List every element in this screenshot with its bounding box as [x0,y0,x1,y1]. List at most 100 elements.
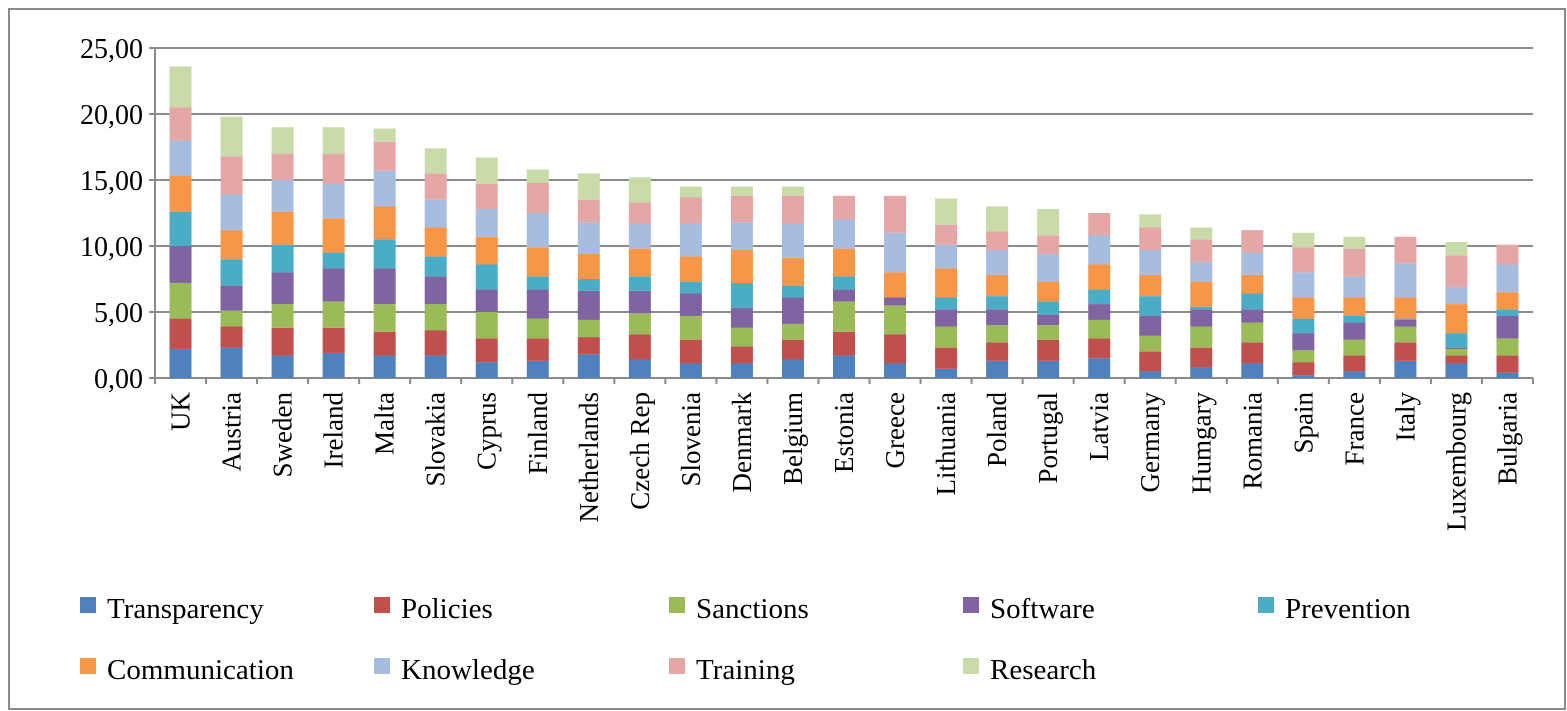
x-tick-label: UK [166,392,196,431]
bar-segment [1139,249,1162,276]
bar-segment [1292,272,1315,298]
bar-segment [424,173,447,200]
bar-segment [730,195,753,223]
bar-segment [833,276,855,290]
bar-segment [1088,304,1111,320]
legend-label: Knowledge [401,654,535,686]
bar-segment [1088,338,1111,359]
bar-segment [628,334,651,360]
legend-swatch [669,658,685,674]
bar-segment [526,169,549,183]
bar-segment [1190,306,1213,310]
legend-label: Transparency [107,593,264,625]
bar-segment [577,354,600,378]
bar-segment [424,256,447,277]
x-tick-label: Slovakia [421,392,451,487]
y-tick-label: 15,00 [80,166,143,197]
bar-segment [373,128,396,142]
bar-segment [833,301,855,332]
bar-segment [935,198,958,225]
x-tick-label: Sweden [268,392,298,478]
bar-segment [1139,351,1162,372]
bar-segment [1037,325,1060,340]
bar-segment [781,359,804,378]
bar-segment [1394,318,1417,320]
bar-segment [577,253,600,279]
bar-segment [1496,292,1519,310]
bar-segment [271,355,294,378]
bar-segment [833,355,855,378]
bar-segment [1394,263,1417,298]
bar-segment [1037,314,1060,326]
bar-segment [169,176,192,212]
x-tick-label: France [1339,392,1369,465]
bar-segment [1037,253,1060,282]
legend-label: Prevention [1285,593,1411,625]
bar-segment [679,186,702,198]
bar-segment [1241,363,1264,378]
legend-label: Policies [401,593,493,625]
y-tick-label: 10,00 [80,232,143,263]
x-tick-label: Greece [880,392,910,468]
legend-label: Communication [107,654,294,686]
bar-segment [1190,239,1213,262]
bar-segment [679,315,702,340]
bar-segment [1139,315,1162,336]
bar-segment [679,223,702,257]
bar-segment [475,236,498,265]
bar-segment [220,310,243,327]
bar-segment [577,199,600,223]
bar-segment [1088,235,1111,265]
bar-segment [577,279,600,291]
bar-segment [271,244,294,273]
bar-segment [1139,214,1162,228]
bar-segment [322,301,345,328]
x-tick-label: Slovenia [676,392,706,487]
x-tick-label: Czech Rep [625,392,655,510]
bar-segment [628,276,651,291]
bar-segment [884,363,907,378]
bar-segment [1343,322,1366,340]
bar-segment [220,194,243,231]
bar-segment [526,360,549,378]
bar-segment [169,246,192,283]
bar-segment [935,309,958,327]
bar-segment [1190,309,1213,327]
bar-segment [730,186,753,196]
bar-segment [833,331,855,356]
bar-segment [1496,315,1519,339]
bar-segment [884,232,907,273]
bar-segment [679,339,702,364]
bar-segment [424,227,447,257]
bar-segment [271,153,294,180]
bar-segment [935,347,958,369]
bar-segment [781,297,804,324]
x-tick-label: Italy [1390,392,1420,442]
bar-segment [220,326,243,348]
bar-segment [1241,252,1264,276]
x-tick-label: Poland [982,392,1012,468]
bar-segment [986,231,1009,250]
bar-segment [424,148,447,174]
bar-segment [322,218,345,253]
bar-segment [833,248,855,277]
bar-segment [1292,247,1315,273]
bar-segment [986,206,1009,232]
bar-segment [1343,355,1366,372]
legend-swatch [80,597,96,613]
bar-segment [1343,248,1366,277]
legend-swatch [374,658,390,674]
x-tick-label: Romania [1237,392,1267,489]
bar-segment [169,282,192,319]
bar-segment [577,290,600,320]
bar-segment [986,249,1009,276]
bar-segment [1241,230,1264,253]
bar-segment [322,183,345,219]
bar-segment [730,308,753,328]
bar-segment [833,195,855,220]
bar-segment [424,276,447,305]
bar-segment [1445,333,1468,348]
bar-segment [1394,326,1417,343]
bar-segment [577,173,600,200]
